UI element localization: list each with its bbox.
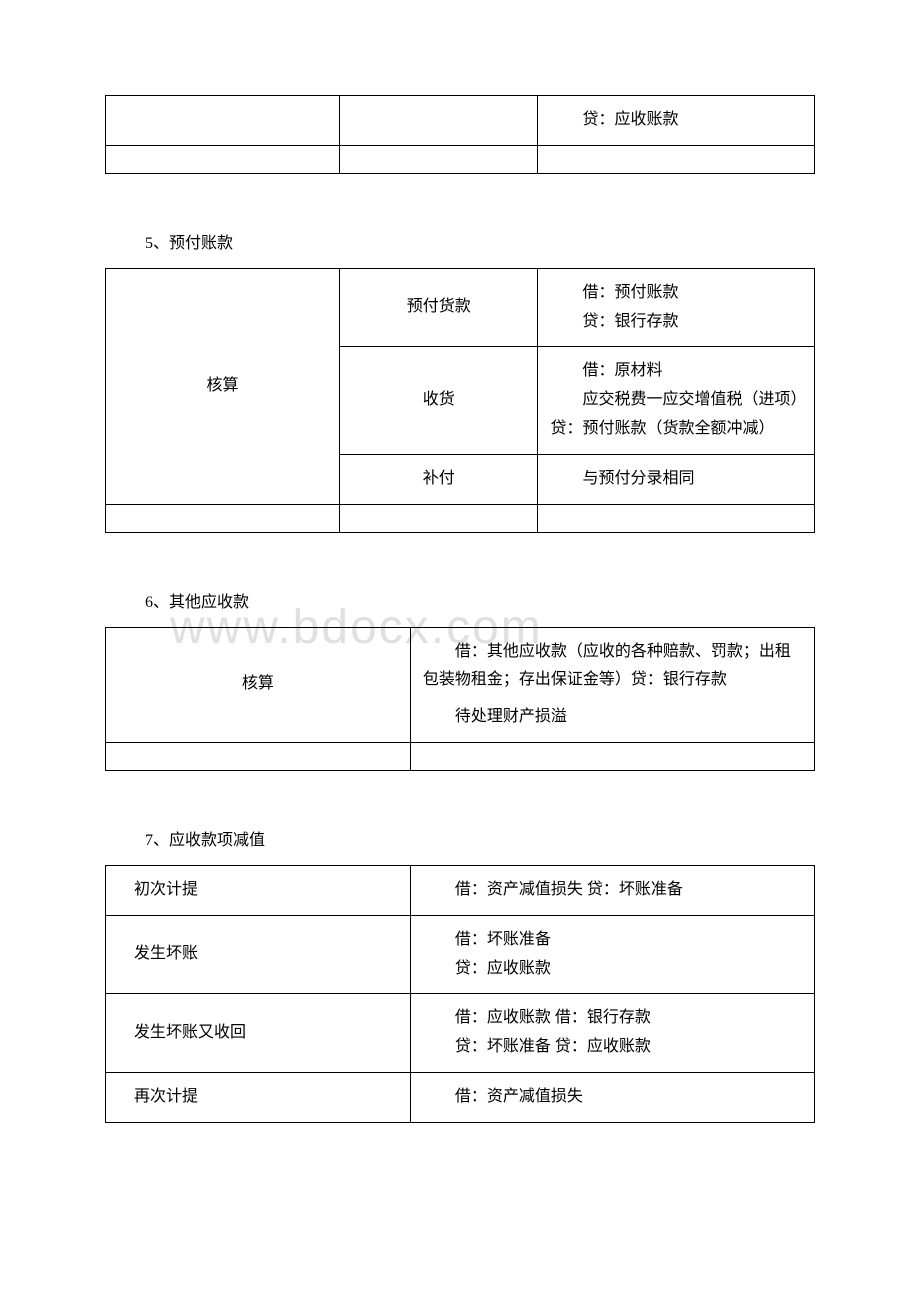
table-row	[106, 145, 815, 173]
cell-label: 核算	[106, 627, 411, 742]
cell: 预付货款	[339, 268, 538, 347]
table-row: 发生坏账 借：坏账准备 贷：应收账款	[106, 915, 815, 994]
entry-line: 应交税费一应交增值税（进项）贷：预付账款（货款全额冲减）	[550, 386, 802, 444]
table-row: 发生坏账又收回 借：应收账款 借：银行存款 贷：坏账准备 贷：应收账款	[106, 994, 815, 1073]
section-heading-6: 6、其他应收款	[145, 588, 815, 612]
entry-line: 借：应收账款 借：银行存款	[423, 1004, 802, 1033]
cell: 借：资产减值损失	[410, 1072, 814, 1122]
entry-line: 借：预付账款	[550, 279, 802, 308]
cell-label: 发生坏账又收回	[106, 994, 411, 1073]
table-row	[106, 742, 815, 770]
cell	[538, 504, 815, 532]
cell	[106, 504, 340, 532]
table-row	[106, 504, 815, 532]
page-content: 贷：应收账款 5、预付账款 核算 预付货款 借：预付账款 贷：银行存款 收货 借…	[105, 95, 815, 1123]
cell	[106, 742, 411, 770]
cell-label: 初次计提	[106, 865, 411, 915]
cell: 借：预付账款 贷：银行存款	[538, 268, 815, 347]
table-row: 核算 预付货款 借：预付账款 贷：银行存款	[106, 268, 815, 347]
entry-line: 贷：应收账款	[423, 955, 802, 984]
cell: 借：其他应收款（应收的各种赔款、罚款；出租包装物租金；存出保证金等）贷：银行存款…	[410, 627, 814, 742]
section-heading-5: 5、预付账款	[145, 229, 815, 253]
cell: 借：原材料 应交税费一应交增值税（进项）贷：预付账款（货款全额冲减）	[538, 347, 815, 454]
cell: 贷：应收账款	[538, 96, 815, 146]
table-top-fragment: 贷：应收账款	[105, 95, 815, 174]
cell: 与预付分录相同	[538, 454, 815, 504]
cell: 借：资产减值损失 贷：坏账准备	[410, 865, 814, 915]
table-section-6: 核算 借：其他应收款（应收的各种赔款、罚款；出租包装物租金；存出保证金等）贷：银…	[105, 627, 815, 771]
table-section-5: 核算 预付货款 借：预付账款 贷：银行存款 收货 借：原材料 应交税费一应交增值…	[105, 268, 815, 533]
cell	[106, 96, 340, 146]
cell-label: 核算	[106, 268, 340, 504]
entry-line: 借：坏账准备	[423, 926, 802, 955]
entry-line: 贷：银行存款	[550, 308, 802, 337]
cell-label: 再次计提	[106, 1072, 411, 1122]
entry-line: 待处理财产损溢	[423, 703, 802, 732]
table-row: 核算 借：其他应收款（应收的各种赔款、罚款；出租包装物租金；存出保证金等）贷：银…	[106, 627, 815, 742]
cell	[410, 742, 814, 770]
cell: 补付	[339, 454, 538, 504]
cell	[339, 504, 538, 532]
entry-line: 借：原材料	[550, 357, 802, 386]
entry-line: 借：其他应收款（应收的各种赔款、罚款；出租包装物租金；存出保证金等）贷：银行存款	[423, 638, 802, 696]
cell	[106, 145, 340, 173]
cell	[339, 145, 538, 173]
table-row: 初次计提 借：资产减值损失 贷：坏账准备	[106, 865, 815, 915]
cell: 借：应收账款 借：银行存款 贷：坏账准备 贷：应收账款	[410, 994, 814, 1073]
cell: 收货	[339, 347, 538, 454]
table-row: 贷：应收账款	[106, 96, 815, 146]
cell	[538, 145, 815, 173]
cell: 借：坏账准备 贷：应收账款	[410, 915, 814, 994]
section-heading-7: 7、应收款项减值	[145, 826, 815, 850]
table-row: 再次计提 借：资产减值损失	[106, 1072, 815, 1122]
entry-line: 贷：坏账准备 贷：应收账款	[423, 1033, 802, 1062]
cell	[339, 96, 538, 146]
cell-label: 发生坏账	[106, 915, 411, 994]
table-section-7: 初次计提 借：资产减值损失 贷：坏账准备 发生坏账 借：坏账准备 贷：应收账款 …	[105, 865, 815, 1123]
